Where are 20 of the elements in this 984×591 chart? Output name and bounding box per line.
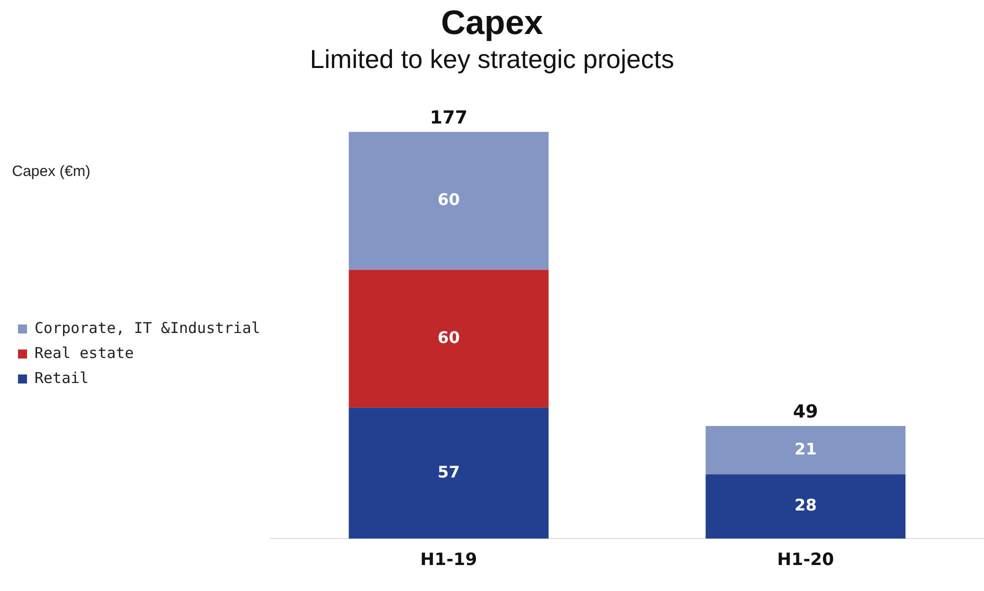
data-label: 28 [794,496,817,515]
x-tick-label: H1-19 [420,550,478,570]
bar [348,408,549,539]
data-label: 21 [794,439,817,458]
bar [706,474,906,539]
data-label: 60 [438,328,460,347]
data-label: 60 [438,190,460,209]
legend-label: Real estate [34,344,134,362]
legend-label: Corporate, IT &Industrial [34,318,260,337]
text: Capex (€m) [12,163,90,180]
data-label: 57 [438,462,460,482]
bar [348,132,549,270]
total-label: 49 [793,402,818,423]
x-tick-label: H1-20 [777,550,834,570]
legend-label: Retail [34,368,89,387]
chart-subtitle: Limited to key strategic projects [308,44,676,75]
bar [348,270,549,408]
total-label: 177 [430,108,468,129]
bar [706,426,906,474]
chart-title: Capex [440,4,544,43]
